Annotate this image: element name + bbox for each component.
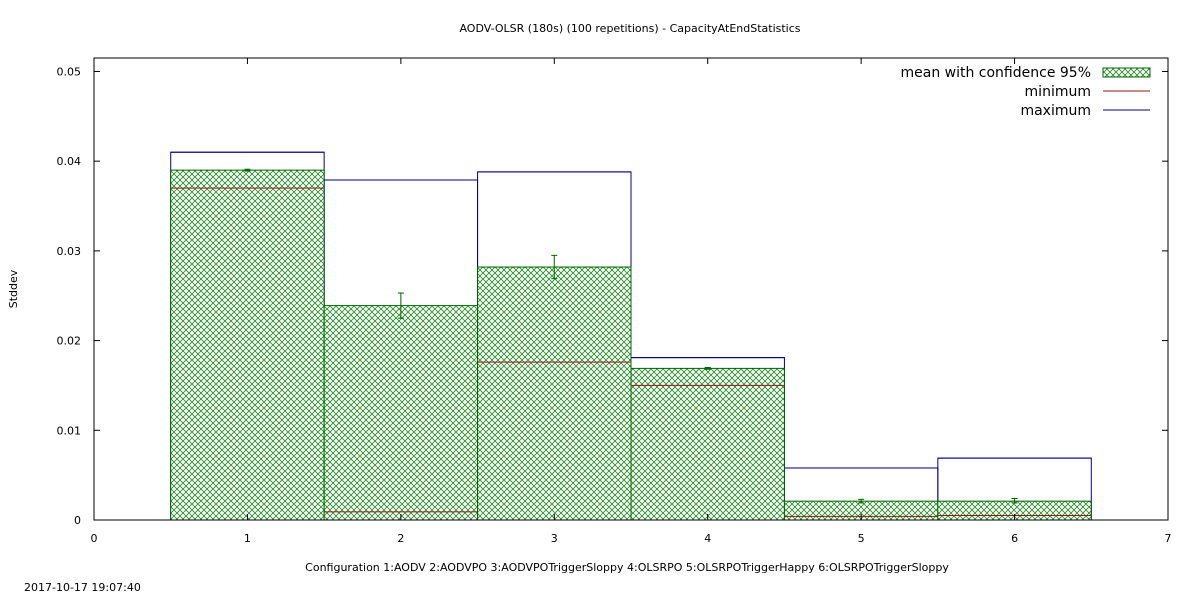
error-bar-2 xyxy=(397,292,404,319)
x-tick-label: 1 xyxy=(244,532,251,545)
x-tick-label: 2 xyxy=(397,532,404,545)
x-tick-label: 4 xyxy=(704,532,711,545)
x-tick-label: 7 xyxy=(1165,532,1172,545)
legend-label-3: maximum xyxy=(1020,103,1091,119)
plot-area: 0 1 2 3 4 5 6 7 0 0.01 0.02 0.03 0.04 0.05 xyxy=(57,57,1172,545)
y-tick-label: 0 xyxy=(74,514,81,527)
y-tick-label: 0.05 xyxy=(57,65,82,78)
mean-bar-2 xyxy=(323,305,479,521)
mean-bar-3 xyxy=(477,266,632,521)
error-bar-4 xyxy=(704,366,711,370)
error-bar-6 xyxy=(1011,497,1018,504)
y-tick-label: 0.02 xyxy=(57,335,82,348)
x-tick-label: 0 xyxy=(91,532,98,545)
mean-bar-1 xyxy=(170,169,325,521)
chart-title: AODV-OLSR (180s) (100 repetitions) - Cap… xyxy=(459,22,800,35)
legend: mean with confidence 95% minimum maximum xyxy=(900,65,1151,119)
legend-swatch-mean xyxy=(1102,67,1151,78)
timestamp: 2017-10-17 19:07:40 xyxy=(24,581,141,594)
y-tick-label: 0.04 xyxy=(57,155,82,168)
error-bar-5 xyxy=(858,498,865,504)
legend-label-1: mean with confidence 95% xyxy=(900,65,1091,81)
x-tick-label: 6 xyxy=(1011,532,1018,545)
error-bar-3 xyxy=(551,254,558,280)
y-axis-label: Stddev xyxy=(7,269,20,308)
x-tick-label: 3 xyxy=(551,532,558,545)
mean-bar-4 xyxy=(630,367,785,521)
x-tick-label: 5 xyxy=(858,532,865,545)
y-tick-label: 0.01 xyxy=(57,424,82,437)
legend-label-2: minimum xyxy=(1025,84,1091,100)
x-axis-label: Configuration 1:AODV 2:AODVPO 3:AODVPOTr… xyxy=(305,561,949,574)
plot-frame xyxy=(93,57,1169,521)
y-tick-label: 0.03 xyxy=(57,245,82,258)
error-bar-1 xyxy=(244,168,251,172)
